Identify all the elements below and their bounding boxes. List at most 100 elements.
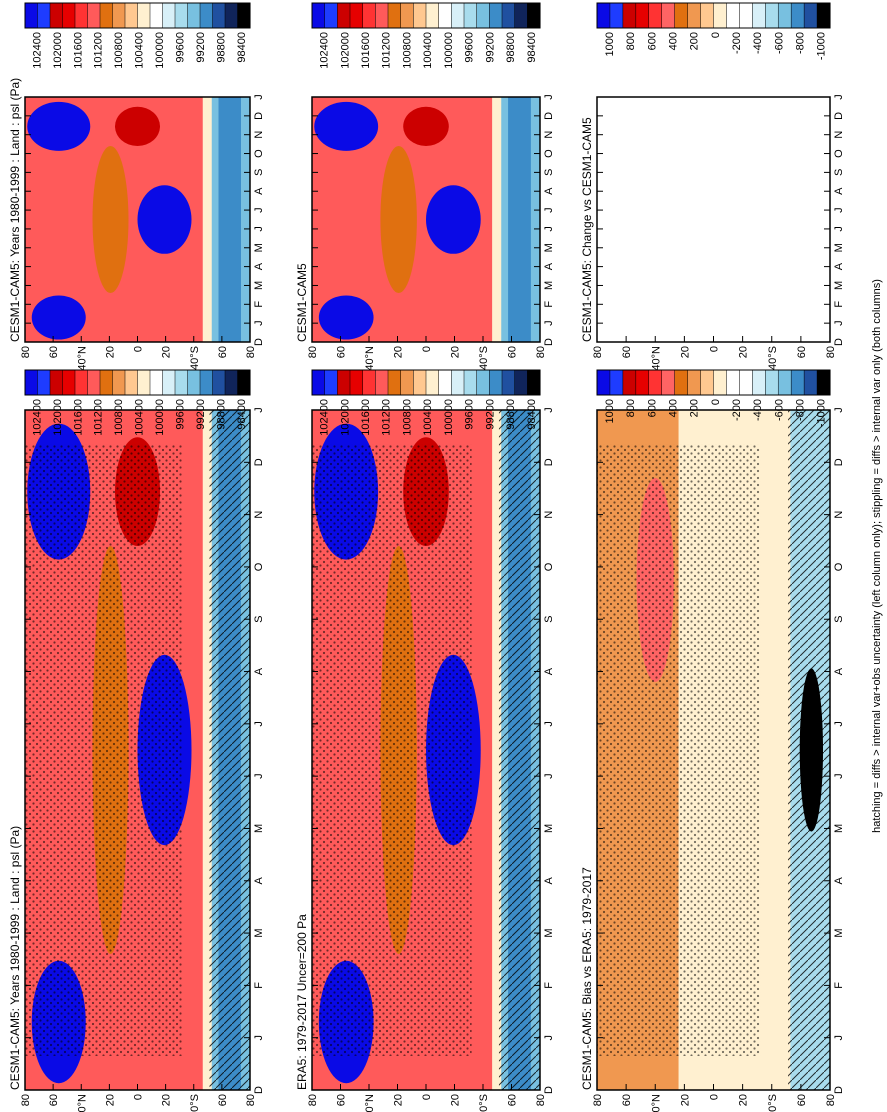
colorbar-swatch (237, 369, 251, 396)
colorbar-swatch (726, 2, 740, 29)
lat-tick-label: 40°S (767, 346, 779, 370)
colorbar-swatch (24, 2, 39, 29)
month-tick-label: J (253, 773, 265, 779)
colorbar-label: 102400 (319, 32, 331, 69)
panel-top-left: 80 60 40°N 20 0 20 40°S 60 80DJFMAMJJASONDJCESM1… (8, 369, 265, 1112)
colorbar-swatch (489, 369, 503, 396)
colorbar-label: 0 (710, 32, 722, 38)
month-tick-label: J (543, 721, 555, 727)
colorbar-swatch (514, 2, 528, 29)
colorbar-label: -1000 (816, 32, 828, 60)
lat-tick-label: 40°S (189, 1094, 201, 1112)
colorbar-swatch (609, 369, 624, 396)
lat-tick-label: 80 (307, 1094, 319, 1106)
colorbar-label: 600 (646, 399, 658, 417)
lat-tick-label: 60 (336, 346, 348, 358)
colorbar-swatch (816, 369, 831, 396)
month-tick-label: M (833, 281, 845, 290)
month-tick-label: A (543, 262, 555, 270)
colorbar-swatch (609, 2, 624, 29)
colorbar-swatch (212, 2, 226, 29)
month-tick-label: J (253, 94, 265, 100)
colorbar-swatch (463, 369, 478, 396)
colorbar-label: 800 (625, 399, 637, 417)
lat-tick-label: 60 (48, 1094, 60, 1106)
month-tick-label: D (543, 338, 555, 346)
colorbar-swatch (187, 2, 201, 29)
lat-tick-label: 40°S (478, 1094, 490, 1112)
lat-tick-label: 0 (133, 346, 145, 352)
month-tick-label: A (253, 262, 265, 270)
month-tick-label: J (833, 773, 845, 779)
colorbar-swatch (463, 2, 478, 29)
colorbar-swatch (212, 369, 226, 396)
colorbar-swatch (489, 2, 503, 29)
lat-tick-label: 20 (104, 346, 116, 358)
lat-tick-label: 40°N (76, 346, 88, 371)
month-tick-label: J (833, 721, 845, 727)
colorbar-swatch (362, 369, 376, 396)
colorbar-swatch (635, 2, 650, 29)
colorbar-swatch (425, 2, 440, 29)
colorbar-swatch (648, 2, 663, 29)
month-tick-label: O (833, 149, 845, 158)
month-tick-label: M (833, 824, 845, 833)
colorbar-swatch (62, 2, 76, 29)
lat-tick-label: 20 (161, 346, 173, 358)
colorbar-label: 101200 (381, 32, 393, 69)
month-tick-label: M (543, 281, 555, 290)
colorbar-swatch (700, 2, 715, 29)
month-tick-label: J (543, 320, 555, 326)
lat-tick-label: 40°N (364, 1094, 376, 1112)
lat-tick-label: 40°N (650, 346, 662, 371)
colorbar-label: 102000 (52, 399, 64, 436)
colorbar-swatch (739, 2, 753, 29)
month-tick-label: F (253, 982, 265, 989)
month-tick-label: F (833, 301, 845, 308)
colorbar-label: 99600 (175, 399, 187, 430)
colorbar-label: 100800 (113, 399, 125, 436)
colorbar-label: 98800 (215, 399, 227, 430)
colorbar-label: -200 (731, 399, 743, 421)
lat-tick-label: 20 (450, 346, 462, 358)
month-tick-label: S (833, 616, 845, 623)
colorbar-swatch (687, 369, 702, 396)
month-tick-label: J (833, 1035, 845, 1041)
month-tick-label: J (543, 226, 555, 232)
lat-tick-label: 20 (104, 1094, 116, 1106)
month-tick-label: J (543, 207, 555, 213)
colorbar: 102400 102000 101600 101200 100800 100400 1000… (311, 369, 541, 436)
month-tick-label: S (253, 616, 265, 623)
panel-title: CESM1-CAM5 (295, 263, 309, 342)
lat-tick-label: 60 (796, 346, 808, 358)
lat-tick-label: 20 (450, 1094, 462, 1106)
colorbar-label: 600 (646, 32, 658, 50)
colorbar-swatch (413, 369, 427, 396)
colorbar-label: 100000 (154, 399, 166, 436)
colorbar-swatch (324, 369, 338, 396)
colorbar-swatch (674, 369, 689, 396)
month-tick-label: D (833, 458, 845, 466)
colorbar-label: 101600 (72, 32, 84, 69)
colorbar-swatch (765, 369, 779, 396)
colorbar-label: 800 (625, 32, 637, 50)
colorbar-swatch (425, 369, 440, 396)
colorbar-swatch (451, 2, 465, 29)
colorbar-swatch (49, 369, 64, 396)
colorbar-swatch (476, 2, 490, 29)
month-tick-label: O (253, 562, 265, 571)
month-tick-label: M (543, 824, 555, 833)
colorbar-label: 101200 (93, 399, 105, 436)
lat-tick-label: 60 (621, 1094, 633, 1106)
lat-tick-label: 60 (507, 1094, 519, 1106)
lat-tick-label: 80 (307, 346, 319, 358)
lat-tick-label: 60 (796, 1094, 808, 1106)
colorbar-swatch (112, 2, 126, 29)
lat-tick-label: 60 (217, 346, 229, 358)
month-tick-label: J (253, 1035, 265, 1041)
colorbar-swatch (739, 369, 753, 396)
lat-tick-label: 80 (20, 346, 32, 358)
colorbar-label: 101200 (381, 399, 393, 436)
colorbar-swatch (622, 2, 637, 29)
colorbar-swatch (174, 2, 189, 29)
